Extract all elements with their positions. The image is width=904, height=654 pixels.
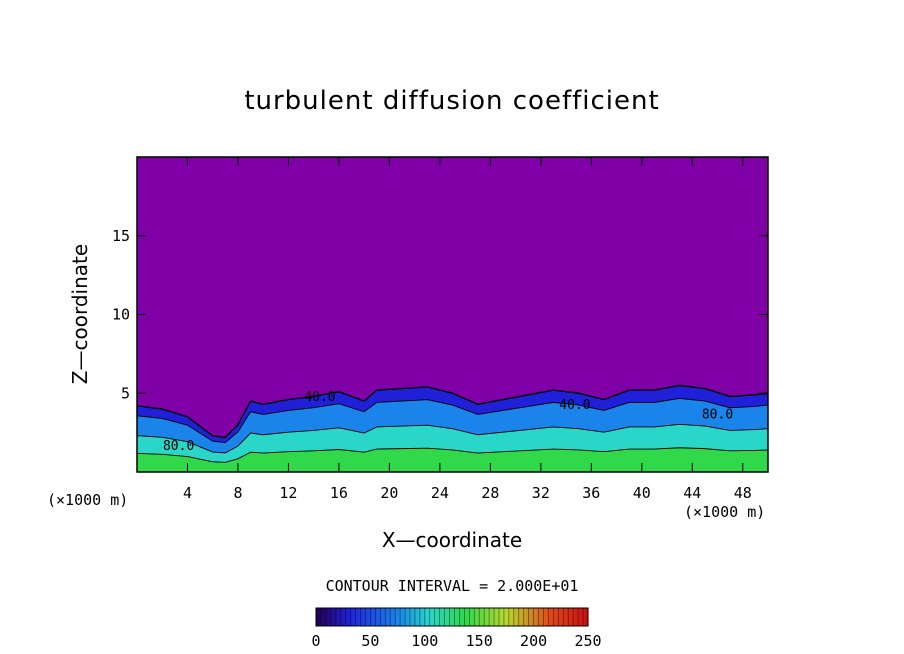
x-axis-label: X—coordinate — [381, 528, 523, 552]
x-tick-label: 40 — [633, 484, 651, 502]
x-tick-label: 24 — [431, 484, 449, 502]
colorbar-tick-label: 100 — [411, 632, 438, 650]
colorbar-gradient — [315, 607, 589, 627]
contour-interval-text: CONTOUR INTERVAL = 2.000E+01 — [325, 577, 579, 595]
colorbar-tick-label: 50 — [361, 632, 379, 650]
x-tick-label: 16 — [330, 484, 348, 502]
y-tick-label: 10 — [112, 306, 130, 324]
chart-title: turbulent diffusion coefficient — [244, 86, 660, 116]
colorbar-tick-label: 0 — [311, 632, 320, 650]
turbulent-layer-base — [137, 447, 768, 472]
x-tick-label: 36 — [582, 484, 600, 502]
x-tick-label: 20 — [380, 484, 398, 502]
contour-label: 40.0 — [559, 398, 590, 413]
contour-label: 40.0 — [304, 390, 335, 405]
contour-line — [137, 384, 768, 439]
y-tick-label: 15 — [112, 227, 130, 245]
contour-label: 80.0 — [702, 407, 733, 422]
contour-label: 80.0 — [163, 439, 194, 454]
x-tick-label: 4 — [183, 484, 192, 502]
turbulence-field — [137, 157, 768, 472]
y-tick-label: 5 — [121, 384, 130, 402]
x-tick-label: 44 — [683, 484, 701, 502]
contour-labels: 80.0 40.0 40.0 80.0 — [163, 390, 733, 454]
x-unit-label-left: (×1000 m) — [47, 491, 129, 509]
colorbar-tick-label: 250 — [574, 632, 601, 650]
x-tick-label: 8 — [233, 484, 242, 502]
colorbar-tick-label: 200 — [520, 632, 547, 650]
colorbar-ticks: 0 50 100 150 200 250 — [311, 632, 601, 650]
y-axis-label: Z—coordinate — [68, 243, 92, 385]
x-unit-label-right: (×1000 m) — [684, 503, 766, 521]
x-tick-label: 48 — [734, 484, 752, 502]
contour-line — [137, 397, 768, 444]
x-tick-label: 12 — [279, 484, 297, 502]
x-tick-label: 28 — [481, 484, 499, 502]
colorbar-stripes — [315, 608, 589, 626]
contour-line — [137, 447, 768, 463]
colorbar-tick-label: 150 — [466, 632, 493, 650]
colorbar: 0 50 100 150 200 250 — [311, 607, 602, 650]
x-tick-label: 32 — [532, 484, 550, 502]
contour-line — [137, 423, 768, 454]
